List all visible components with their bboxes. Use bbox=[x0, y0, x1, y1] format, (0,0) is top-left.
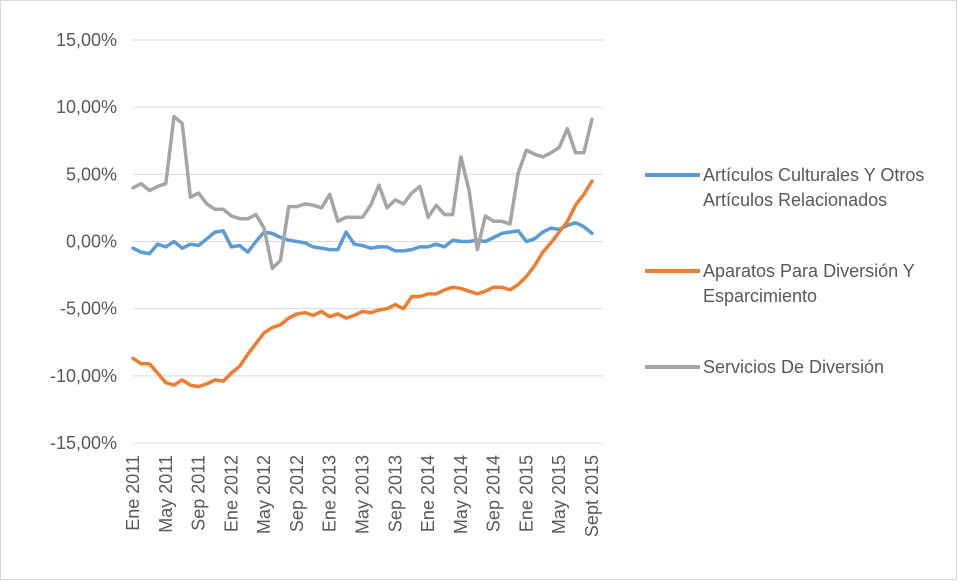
x-tick-label: Sep 2012 bbox=[287, 455, 307, 532]
legend-label: Servicios De Diversión bbox=[703, 357, 885, 377]
x-tick-label: Sept 2015 bbox=[582, 455, 602, 537]
y-tick-label: -15,00% bbox=[50, 433, 117, 453]
x-tick-label: Sep 2013 bbox=[385, 455, 405, 532]
y-tick-label: -10,00% bbox=[50, 366, 117, 386]
legend-swatch bbox=[645, 173, 700, 177]
legend-swatch bbox=[645, 365, 700, 369]
y-tick-label: 15,00% bbox=[56, 30, 117, 50]
x-tick-label: Ene 2014 bbox=[418, 455, 438, 532]
legend-swatch bbox=[645, 269, 700, 273]
y-tick-label: 10,00% bbox=[56, 97, 117, 117]
x-tick-label: Ene 2012 bbox=[221, 455, 241, 532]
x-tick-label: May 2013 bbox=[353, 455, 373, 534]
x-tick-label: May 2011 bbox=[156, 455, 176, 533]
legend-label: Artículos Culturales Y Otros Artículos R… bbox=[703, 165, 925, 210]
y-tick-label: 0,00% bbox=[66, 232, 117, 252]
x-tick-label: Sep 2014 bbox=[484, 455, 504, 532]
y-tick-label: -5,00% bbox=[60, 299, 117, 319]
series-line bbox=[131, 220, 594, 256]
x-tick-label: May 2014 bbox=[451, 455, 471, 534]
legend-label: Aparatos Para Diversión Y Esparcimiento bbox=[703, 261, 915, 306]
x-tick-label: May 2015 bbox=[549, 455, 569, 534]
legend-entry: Artículos Culturales Y Otros Artículos R… bbox=[645, 163, 955, 213]
x-tick-label: Ene 2015 bbox=[516, 455, 536, 532]
legend-entry: Aparatos Para Diversión Y Esparcimiento bbox=[645, 259, 955, 309]
y-tick-label: 5,00% bbox=[66, 164, 117, 184]
x-tick-label: May 2012 bbox=[254, 455, 274, 534]
legend-entry: Servicios De Diversión bbox=[645, 355, 955, 380]
series-line bbox=[131, 179, 594, 389]
x-tick-label: Ene 2013 bbox=[320, 455, 340, 532]
x-tick-label: Sep 2011 bbox=[189, 455, 209, 531]
x-tick-label: Ene 2011 bbox=[123, 455, 143, 531]
series-line bbox=[131, 114, 594, 271]
